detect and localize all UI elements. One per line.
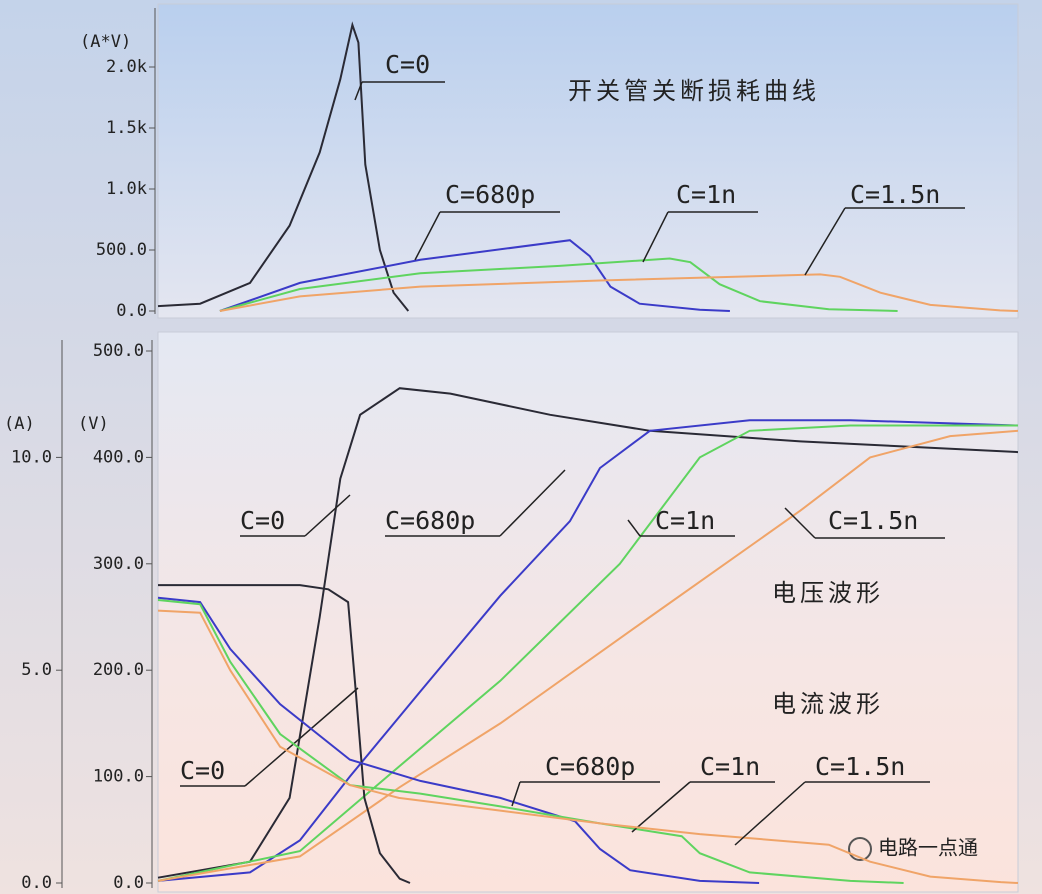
- y2-tick-label: 0.0: [21, 873, 52, 893]
- series-label: C=0: [385, 50, 430, 79]
- leader-line: [414, 211, 441, 261]
- series-label: C=1n: [676, 180, 736, 209]
- series-label: C=1n: [700, 752, 760, 781]
- series-label: C=1n: [655, 506, 715, 535]
- leader-line: [304, 494, 351, 537]
- series-label: C=680p: [445, 180, 535, 209]
- line: [219, 273, 1019, 312]
- line: [157, 419, 1019, 882]
- leader-line: [511, 781, 521, 807]
- series-label: C=0: [180, 756, 225, 785]
- y-tick-label: 500.0: [96, 240, 147, 260]
- y-axis-label: (V): [78, 414, 109, 434]
- leader-line: [642, 211, 669, 263]
- y-tick-label: 0.0: [113, 873, 144, 893]
- y-tick-label: 400.0: [93, 447, 144, 467]
- y-tick-label: 1.0k: [106, 179, 147, 199]
- y-tick-label: 500.0: [93, 341, 144, 361]
- annotation: 电流波形: [772, 690, 884, 718]
- series-label: C=680p: [385, 506, 475, 535]
- watermark-icon: [848, 837, 872, 861]
- chart-title: 开关管关断损耗曲线: [568, 77, 820, 105]
- y-tick-label: 2.0k: [106, 57, 147, 77]
- line: [219, 257, 898, 312]
- y-tick-label: 1.5k: [106, 118, 147, 138]
- series-label: C=1.5n: [815, 752, 905, 781]
- series-label: C=1.5n: [828, 506, 918, 535]
- watermark: 电路一点通: [878, 836, 978, 860]
- leader-line: [734, 781, 806, 846]
- line: [157, 599, 904, 884]
- line: [219, 239, 730, 312]
- line: [157, 429, 1019, 882]
- line: [158, 584, 411, 884]
- y2-tick-label: 5.0: [21, 660, 52, 680]
- y-axis-label: (A*V): [80, 32, 131, 52]
- y2-axis-label: (A): [4, 414, 35, 434]
- annotation: 电压波形: [772, 579, 884, 607]
- line: [157, 609, 1019, 884]
- leader-line: [784, 507, 816, 539]
- leader-line: [499, 469, 566, 537]
- series-label: C=0: [240, 506, 285, 535]
- series-label: C=680p: [545, 752, 635, 781]
- y-tick-label: 0.0: [116, 301, 147, 321]
- bottom-panel: [157, 331, 1019, 893]
- y-tick-label: 100.0: [93, 767, 144, 787]
- y-tick-label: 300.0: [93, 554, 144, 574]
- leader-line: [244, 687, 359, 787]
- top-panel: [157, 3, 1019, 319]
- y2-tick-label: 10.0: [11, 447, 52, 467]
- leader-line: [804, 207, 846, 276]
- line: [157, 424, 1018, 882]
- series-label: C=1.5n: [850, 180, 940, 209]
- leader-line: [631, 781, 691, 833]
- leader-line: [627, 519, 641, 537]
- leader-line: [354, 81, 363, 101]
- line: [157, 387, 1019, 879]
- line: [157, 21, 410, 312]
- line: [157, 596, 760, 884]
- y-tick-label: 200.0: [93, 660, 144, 680]
